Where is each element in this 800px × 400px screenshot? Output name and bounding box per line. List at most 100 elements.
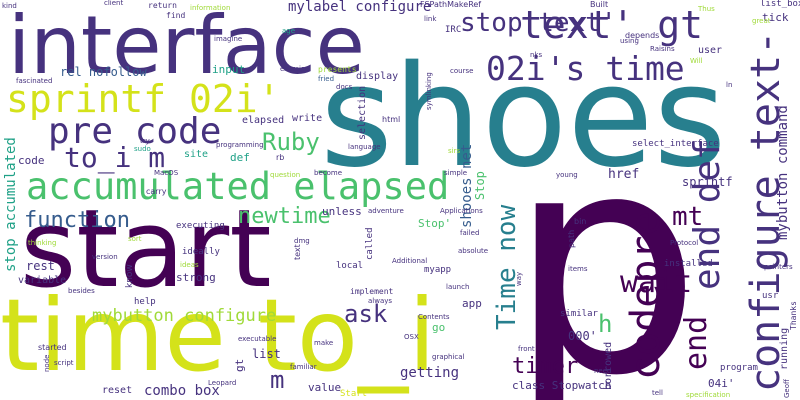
word-always: always [368, 297, 393, 305]
word-h: h [598, 310, 613, 338]
word-stop-quote: Stop' [418, 217, 452, 230]
word-m: m [270, 366, 285, 394]
word-combo-box: combo box [144, 383, 220, 399]
word-make: make [314, 339, 334, 347]
word-stop-text: stop text' [460, 8, 617, 38]
word-way: way [515, 271, 523, 286]
word-docs: docs [336, 83, 353, 91]
word-list-box: list_box [760, 0, 800, 9]
word-sprintf: sprintf [682, 175, 733, 189]
word-ruby: Ruby [262, 128, 320, 156]
word-know: know [125, 264, 135, 288]
word-macos: MacOS [154, 169, 179, 177]
word-age: age [282, 27, 296, 35]
word-path: path [567, 229, 576, 248]
word-unless: unless [322, 205, 362, 218]
word-specification: specification [686, 391, 731, 399]
word-kind: kind [2, 2, 17, 10]
word-course: course [450, 67, 474, 75]
word-find: find [166, 11, 186, 20]
word-language: language [348, 143, 381, 151]
word-mt: mt [672, 202, 704, 232]
word-to-i-m: to_i m [64, 141, 166, 174]
word-local: local [336, 261, 364, 271]
word-geoff: Geoff [783, 379, 791, 398]
word-return: return [148, 1, 177, 10]
word-end: end [679, 315, 714, 370]
word-02is-time: 02i's time [486, 49, 685, 88]
word-time-to-i: time to_i [0, 277, 436, 394]
word-question: question [270, 171, 301, 179]
word-sudo: sudo [134, 145, 151, 153]
word-link: link [424, 15, 437, 23]
word-time-now: Time now [492, 204, 522, 330]
word-will: Will [690, 57, 703, 65]
word-mylabel-configure: mylabel configure [288, 0, 432, 15]
word-executable: executable [238, 335, 277, 343]
word-fried: fried [318, 75, 335, 83]
word-fascinated: fascinated [16, 77, 53, 85]
word-myapp: myapp [424, 265, 452, 275]
word-stop-accumulated: stop accumulated [3, 137, 19, 272]
word-sort: sort [128, 235, 142, 243]
word-variable: variable [18, 275, 67, 286]
word-rb: rb [276, 153, 285, 162]
word-timer: timer [512, 354, 579, 379]
word-go: go [432, 321, 446, 334]
word-ask: ask [344, 300, 388, 328]
word-reset: reset [102, 385, 133, 396]
word-shoes: shoes [320, 36, 727, 199]
word-adventure: adventure [368, 207, 404, 215]
word-applications: Applications [440, 207, 483, 215]
word-installed: installed [664, 259, 713, 269]
word-called: called [365, 227, 375, 260]
word-become: become [314, 169, 343, 177]
word-sprintf-02i: sprintf 02i' [6, 77, 281, 121]
word-class-stopwatch: class Stopwatch [512, 379, 612, 392]
word-depends: depends [625, 31, 660, 40]
word-input: input [212, 63, 246, 76]
word-href: href [608, 167, 640, 182]
word-rel-nofollow: rel nofollow [60, 65, 147, 79]
word-simple: simple [444, 169, 468, 177]
word-launch: launch [446, 283, 470, 291]
word-similar: similar [560, 309, 598, 319]
word-value: value [308, 381, 342, 394]
word-sirs: sirs [448, 147, 461, 155]
word-app: app [462, 297, 482, 310]
word-tell: tell [652, 389, 663, 397]
word-nks: nks [530, 51, 543, 59]
word-besides: besides [68, 287, 95, 295]
word-carry: carry [146, 187, 167, 196]
word-def: def [230, 151, 250, 164]
word-tick: tick [762, 11, 789, 24]
word-information: information [190, 4, 231, 12]
word-ideas: ideas [180, 261, 199, 269]
word-stop: Stop [473, 171, 487, 200]
word-ooo: 000' [568, 329, 597, 343]
word-bin: bin [574, 217, 587, 226]
word-user: user [698, 45, 723, 56]
word-program: program [720, 363, 758, 373]
word-need: need [594, 367, 612, 375]
word-front: front [518, 345, 535, 353]
word-text: text [293, 244, 302, 260]
word-presents: presents [318, 65, 357, 74]
word-thanks: Thanks [789, 301, 798, 330]
word-implement: implement [350, 287, 394, 296]
word-function: function [24, 208, 130, 233]
word-code: code [18, 154, 45, 167]
word-accumulated-elapsed: accumulated elapsed [26, 165, 450, 208]
word-failed: failed [460, 229, 480, 237]
word-04i: 04i' [708, 377, 735, 390]
word-start-quote: Start' [340, 389, 373, 399]
word-node: node [43, 354, 51, 372]
word-text-gt: text' gt [520, 3, 704, 47]
word-thinking: thinking [28, 239, 57, 247]
word-absolute: absolute [458, 247, 489, 255]
word-mybutton-command: mybutton command [775, 105, 791, 240]
word-pointers: pointers [764, 263, 793, 271]
word-version: version [92, 253, 118, 261]
word-selection: selection [357, 85, 368, 140]
